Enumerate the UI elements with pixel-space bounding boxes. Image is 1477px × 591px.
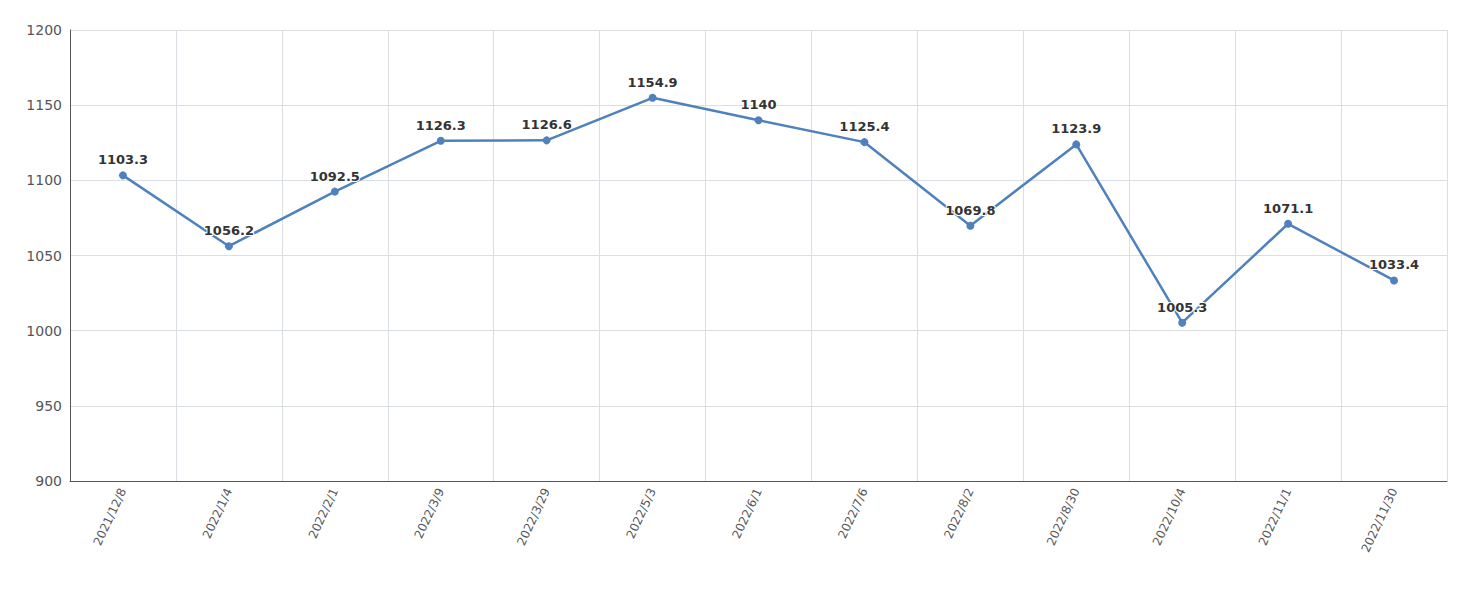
svg-text:2022/11/1: 2022/11/1 [1256,486,1295,548]
svg-text:1069.8: 1069.8 [945,203,995,218]
svg-text:2022/8/2: 2022/8/2 [941,486,976,541]
svg-text:1200: 1200 [26,22,62,38]
svg-text:2022/2/1: 2022/2/1 [306,486,341,541]
svg-text:1126.6: 1126.6 [522,117,572,132]
svg-text:1092.5: 1092.5 [310,169,360,184]
svg-text:1126.3: 1126.3 [416,118,466,133]
svg-text:1056.2: 1056.2 [204,223,254,238]
svg-text:1125.4: 1125.4 [839,119,889,134]
svg-text:1154.9: 1154.9 [627,75,677,90]
svg-text:1000: 1000 [26,323,62,339]
svg-text:1150: 1150 [26,97,62,113]
svg-text:1103.3: 1103.3 [98,152,148,167]
svg-text:1100: 1100 [26,172,62,188]
svg-text:2022/8/30: 2022/8/30 [1044,486,1083,548]
svg-text:2022/3/29: 2022/3/29 [514,486,553,548]
svg-text:1050: 1050 [26,248,62,264]
svg-text:2022/7/6: 2022/7/6 [835,486,870,541]
svg-text:2021/12/8: 2021/12/8 [91,486,130,548]
svg-text:1123.9: 1123.9 [1051,121,1101,136]
svg-text:2022/3/9: 2022/3/9 [412,486,447,541]
svg-text:1033.4: 1033.4 [1369,257,1419,272]
svg-text:2022/1/4: 2022/1/4 [200,486,235,541]
svg-text:950: 950 [35,398,62,414]
svg-text:1005.3: 1005.3 [1157,300,1207,315]
svg-text:900: 900 [35,473,62,489]
svg-text:2022/11/30: 2022/11/30 [1358,486,1400,555]
svg-text:2022/5/3: 2022/5/3 [623,486,658,541]
svg-text:2022/6/1: 2022/6/1 [729,486,764,541]
svg-text:2022/10/4: 2022/10/4 [1150,486,1189,548]
svg-text:1071.1: 1071.1 [1263,201,1313,216]
svg-text:1140: 1140 [740,97,776,112]
